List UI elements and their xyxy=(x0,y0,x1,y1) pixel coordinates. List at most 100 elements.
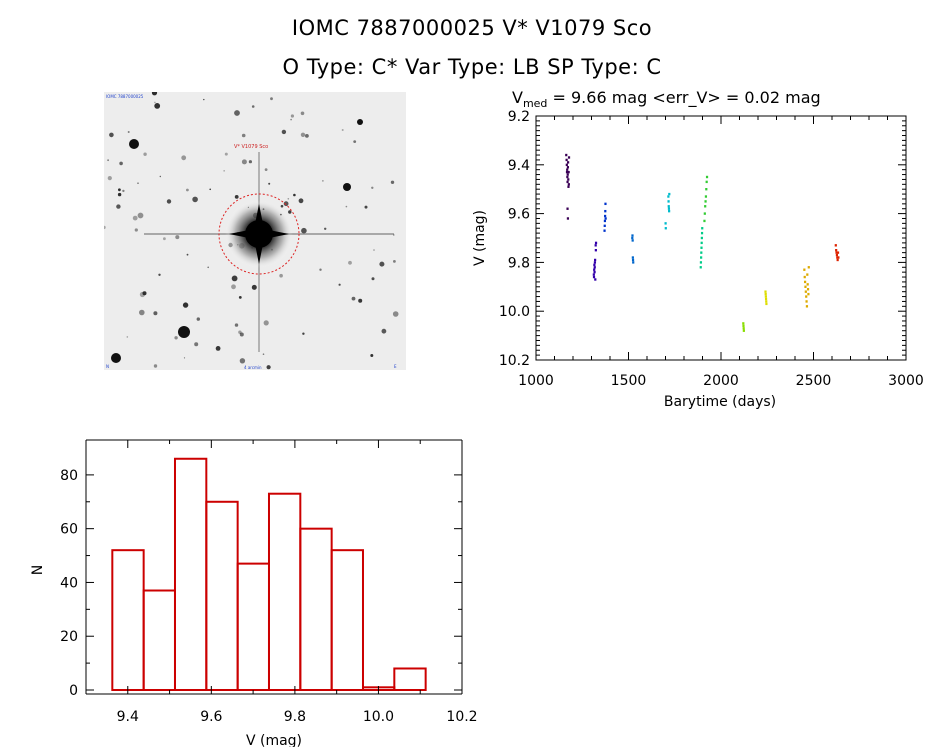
field-star xyxy=(122,189,125,193)
field-star xyxy=(137,212,144,219)
hist-xlabel: V (mag) xyxy=(246,733,302,747)
chart-title: IOMC 7887000025 V* V1079 Sco xyxy=(291,16,653,40)
lc-point xyxy=(835,251,838,254)
field-star xyxy=(392,311,399,317)
lc-point xyxy=(807,266,810,269)
field-star xyxy=(322,180,324,182)
lc-frame xyxy=(535,115,907,361)
hist-ytick-label: 40 xyxy=(60,575,78,591)
lc-ytick-label: 10.2 xyxy=(499,353,530,369)
field-star xyxy=(301,227,307,234)
lc-point xyxy=(803,280,807,284)
lc-ytick-label: 9.4 xyxy=(508,158,530,174)
lc-point xyxy=(667,205,670,208)
lc-point xyxy=(764,297,768,301)
hist-xtick-label: 9.8 xyxy=(284,709,306,725)
lc-ytick-label: 9.2 xyxy=(508,109,530,125)
field-star xyxy=(158,273,161,276)
lc-point xyxy=(565,163,568,166)
lc-point xyxy=(700,251,703,254)
lc-point xyxy=(764,295,767,298)
field-stars xyxy=(104,92,399,370)
lc-point xyxy=(565,170,569,174)
field-star xyxy=(194,342,199,347)
field-star xyxy=(107,176,112,181)
lc-ytick-label: 10.0 xyxy=(499,304,530,320)
lc-point xyxy=(631,256,634,259)
field-star xyxy=(151,92,158,96)
field-star xyxy=(143,152,147,156)
lc-point xyxy=(566,180,569,184)
field-star xyxy=(159,175,161,178)
field-star xyxy=(186,253,189,256)
field-star xyxy=(154,103,161,109)
field-star xyxy=(231,275,238,282)
lc-point xyxy=(664,227,667,230)
field-star xyxy=(298,198,304,204)
lc-point xyxy=(700,231,704,235)
field-star xyxy=(390,180,395,184)
lc-point xyxy=(807,292,810,296)
field-star xyxy=(239,358,246,364)
light-curve-plot: Vmed = 9.66 mag <err_V> = 0.02 mag 1000 1… xyxy=(472,88,924,410)
hist-ytick-label: 0 xyxy=(69,683,78,699)
field-star xyxy=(154,101,156,104)
field-star xyxy=(338,283,341,286)
lc-point xyxy=(836,256,839,259)
lc-point xyxy=(566,166,570,169)
image-label-top-left: IOMC 7887000025 xyxy=(106,94,144,99)
lc-point xyxy=(742,329,745,332)
lc-title-rest: = 9.66 mag <err_V> = 0.02 mag xyxy=(547,88,820,108)
field-star xyxy=(248,160,252,164)
field-star xyxy=(351,296,356,301)
lc-point xyxy=(835,253,839,257)
field-star xyxy=(207,266,209,269)
histogram-bar xyxy=(173,457,208,691)
histogram-bar xyxy=(205,500,239,691)
field-star xyxy=(324,227,327,230)
field-star xyxy=(137,182,139,184)
field-star xyxy=(238,296,242,299)
histogram-bar xyxy=(236,562,270,691)
lc-point xyxy=(567,170,570,174)
lc-point xyxy=(805,295,808,298)
lc-point xyxy=(594,258,597,262)
lc-point xyxy=(700,241,703,245)
histogram-bar xyxy=(267,492,302,692)
field-star xyxy=(279,273,283,278)
field-star xyxy=(107,159,109,162)
field-star xyxy=(305,134,309,138)
lc-title-prefix: V xyxy=(512,88,523,107)
lc-point xyxy=(806,283,809,286)
lc-xlabel: Barytime (days) xyxy=(664,394,776,410)
field-star xyxy=(234,110,240,116)
field-star xyxy=(153,311,158,316)
lc-point xyxy=(593,263,596,267)
lc-point xyxy=(566,173,569,176)
field-star xyxy=(290,114,294,118)
lc-point xyxy=(594,241,598,245)
field-star xyxy=(104,225,106,230)
lc-point xyxy=(603,229,606,232)
lc-point xyxy=(592,275,596,279)
hist-ytick-label: 80 xyxy=(60,468,78,484)
field-star xyxy=(142,291,147,296)
lc-point xyxy=(593,268,596,271)
lc-point xyxy=(764,290,767,293)
field-star xyxy=(139,309,145,316)
lc-point xyxy=(565,153,568,157)
field-star xyxy=(300,111,305,116)
field-star xyxy=(357,119,363,125)
field-star xyxy=(126,336,129,338)
lc-point xyxy=(631,236,634,240)
hist-ytick-label: 20 xyxy=(60,629,78,645)
field-star xyxy=(117,192,122,197)
lc-point xyxy=(632,261,635,264)
field-star xyxy=(166,199,172,204)
lc-point xyxy=(566,217,570,220)
field-star xyxy=(358,298,363,303)
field-star xyxy=(239,332,244,337)
lc-point xyxy=(700,246,703,249)
lc-xtick-label: 1000 xyxy=(518,373,554,389)
lc-point xyxy=(703,219,706,223)
